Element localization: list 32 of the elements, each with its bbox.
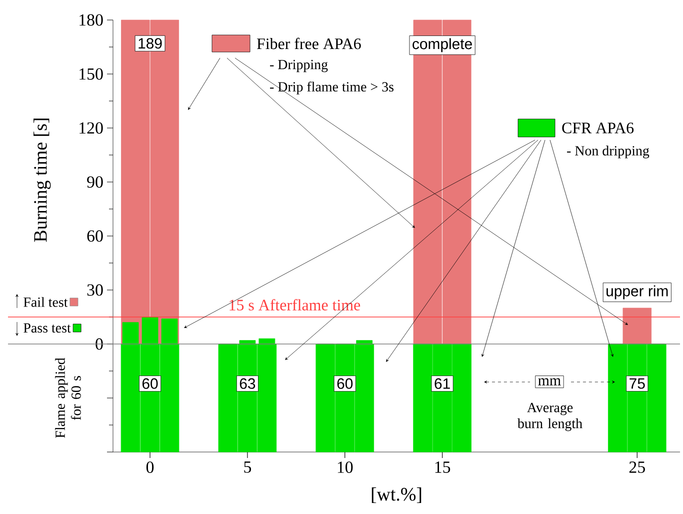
legend-label: Fiber free APA6 [256, 38, 361, 50]
x-tick-label: 25 [629, 462, 645, 473]
y-tick-label: 60 [87, 230, 103, 242]
x-tick-label: 0 [146, 462, 154, 473]
legend-label: CFR APA6 [562, 122, 634, 134]
annotation: mm [538, 378, 561, 386]
x-tick-label: 5 [244, 462, 252, 473]
y-tick-label: 180 [80, 14, 103, 26]
x-tick-label: 10 [338, 462, 353, 473]
y-tick-label: 30 [87, 284, 103, 296]
text: Pass test [24, 323, 71, 333]
y-tick-label: 120 [80, 122, 103, 134]
annotation: 75 [630, 378, 645, 389]
annotation: complete [412, 38, 472, 52]
annotation: 189 [138, 38, 162, 49]
annotation: 63 [240, 378, 256, 389]
annotation: 60 [337, 378, 353, 389]
y-tick-label: 0 [96, 338, 103, 350]
y-tick-label: 150 [80, 68, 103, 80]
text: Flame applied for 60 s [55, 358, 81, 438]
y-tick-label: 90 [87, 176, 103, 188]
annotation: upper rim [606, 285, 668, 300]
x-axis-title: [wt.%] [372, 487, 422, 504]
annotation: - Dripping [270, 60, 328, 72]
annotation: Average burn length [517, 402, 582, 432]
annotation: - Non dripping [567, 146, 650, 158]
y-axis-title: Burning time [s] [34, 118, 51, 242]
annotation: 60 [142, 378, 158, 389]
text: Fail test [24, 297, 68, 307]
annotation: - Drip flame time > 3s [270, 82, 394, 94]
annotation: 61 [434, 378, 450, 389]
x-tick-label: 15 [435, 462, 450, 473]
